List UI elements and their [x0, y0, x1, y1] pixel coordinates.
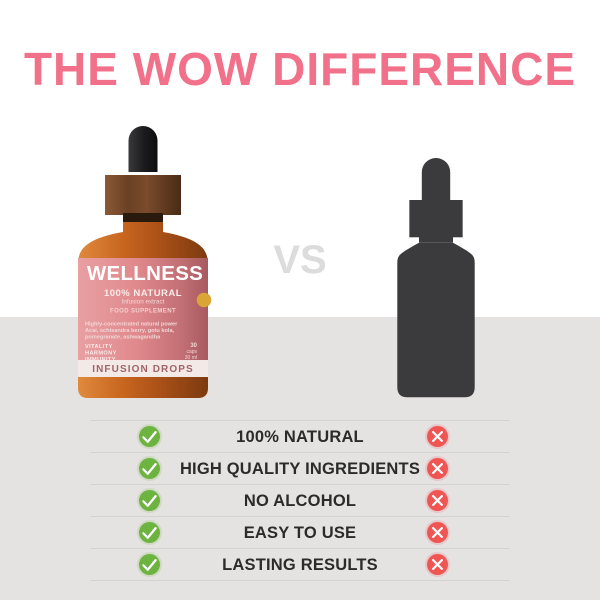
svg-text:WELLNESS: WELLNESS: [87, 262, 203, 285]
svg-text:Infusion extract: Infusion extract: [122, 299, 165, 306]
svg-text:Highly-concentrated natural po: Highly-concentrated natural power: [85, 322, 178, 328]
svg-text:30 ml: 30 ml: [185, 355, 197, 361]
svg-text:VITALITY: VITALITY: [85, 344, 113, 350]
svg-text:Acai, schisandra berry, gotu k: Acai, schisandra berry, gotu kola,: [85, 328, 175, 334]
svg-text:IMMUNITY: IMMUNITY: [85, 357, 116, 363]
svg-text:100% NATURAL: 100% NATURAL: [104, 288, 182, 299]
svg-text:FOOD SUPPLEMENT: FOOD SUPPLEMENT: [110, 309, 176, 315]
svg-text:HARMONY: HARMONY: [85, 351, 117, 357]
svg-text:pomegranate, ashwagandha: pomegranate, ashwagandha: [85, 335, 161, 341]
svg-text:INFUSION DROPS: INFUSION DROPS: [92, 364, 194, 375]
